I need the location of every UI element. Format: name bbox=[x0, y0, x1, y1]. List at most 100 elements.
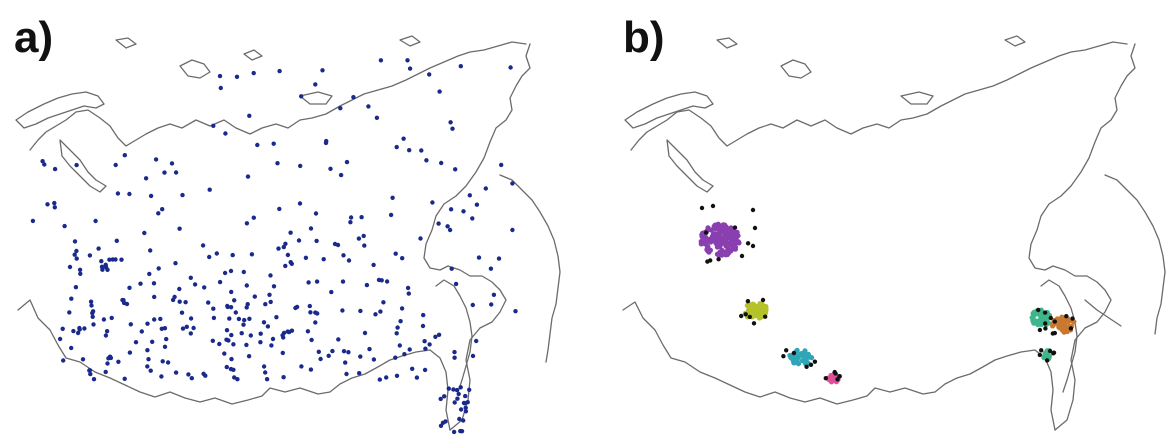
station-dot bbox=[91, 377, 97, 382]
station-dot bbox=[1050, 331, 1055, 336]
station-dot bbox=[513, 309, 518, 314]
station-dot bbox=[703, 230, 709, 235]
station-dot bbox=[367, 346, 372, 352]
coastline bbox=[622, 35, 1166, 431]
station-dot bbox=[274, 315, 279, 320]
cluster-point bbox=[1041, 355, 1047, 361]
station-dot bbox=[109, 315, 114, 321]
station-dot bbox=[82, 326, 87, 331]
station-dot bbox=[510, 227, 515, 233]
station-dot bbox=[103, 265, 109, 270]
station-dot bbox=[378, 309, 383, 314]
station-dot bbox=[80, 357, 86, 362]
coastline bbox=[15, 35, 561, 431]
station-dot bbox=[173, 170, 179, 175]
station-dot bbox=[264, 377, 270, 382]
station-dot bbox=[87, 368, 92, 373]
station-dot bbox=[453, 167, 458, 172]
station-dot bbox=[299, 364, 304, 369]
station-dot bbox=[398, 319, 403, 324]
station-dot bbox=[496, 256, 502, 261]
station-dot bbox=[470, 353, 476, 359]
cluster-point bbox=[731, 242, 737, 248]
station-dot bbox=[458, 407, 464, 412]
station-dot bbox=[745, 241, 751, 246]
station-dot bbox=[148, 368, 153, 373]
station-dot bbox=[211, 123, 216, 128]
station-dot bbox=[459, 429, 465, 434]
station-dot bbox=[40, 159, 45, 164]
station-dot bbox=[395, 325, 400, 330]
station-dot bbox=[217, 341, 222, 347]
station-dot bbox=[269, 343, 274, 348]
station-dot bbox=[1043, 326, 1048, 331]
station-dot bbox=[394, 144, 399, 150]
station-dot bbox=[245, 174, 251, 179]
station-dot bbox=[52, 205, 57, 210]
station-dot bbox=[280, 350, 285, 356]
station-dot bbox=[461, 209, 466, 214]
station-dot bbox=[173, 370, 179, 375]
station-dot bbox=[335, 242, 341, 248]
station-dot bbox=[750, 243, 756, 249]
station-dot bbox=[211, 315, 217, 321]
station-dot bbox=[67, 264, 73, 270]
station-dot bbox=[244, 283, 249, 288]
station-dot bbox=[366, 104, 371, 109]
station-dot bbox=[277, 206, 282, 212]
station-dot bbox=[467, 193, 472, 198]
station-dot bbox=[710, 203, 716, 209]
station-dot bbox=[378, 58, 384, 63]
station-dot bbox=[306, 280, 311, 285]
station-dot bbox=[750, 207, 756, 213]
station-dot bbox=[52, 200, 57, 206]
station-dot bbox=[62, 223, 67, 229]
station-dot bbox=[321, 257, 326, 262]
station-dot bbox=[328, 166, 333, 171]
map-a bbox=[15, 35, 561, 435]
station-dot bbox=[244, 342, 249, 348]
cluster-point bbox=[715, 221, 721, 227]
station-dot bbox=[228, 305, 234, 310]
station-dot bbox=[348, 215, 354, 220]
station-dot bbox=[476, 255, 482, 260]
station-dot bbox=[162, 326, 168, 331]
cluster-point bbox=[794, 347, 800, 353]
station-dot bbox=[338, 172, 344, 178]
station-dot bbox=[739, 313, 744, 319]
station-dot bbox=[133, 340, 139, 345]
station-dot bbox=[277, 68, 282, 74]
station-dot bbox=[251, 70, 256, 76]
station-dot bbox=[169, 161, 175, 166]
station-dot bbox=[191, 325, 196, 331]
station-dot bbox=[61, 358, 66, 363]
cluster-point bbox=[1059, 314, 1065, 320]
station-dot bbox=[186, 372, 191, 377]
station-dot bbox=[433, 334, 438, 339]
station-dot bbox=[329, 289, 334, 295]
station-dot bbox=[336, 337, 341, 342]
station-dot bbox=[222, 270, 228, 276]
station-dot bbox=[74, 256, 79, 261]
station-dot bbox=[192, 282, 198, 287]
station-dot bbox=[116, 359, 121, 364]
station-dot bbox=[760, 297, 766, 303]
station-dot bbox=[1070, 316, 1075, 321]
station-dot bbox=[344, 371, 349, 377]
station-dot bbox=[454, 387, 460, 393]
station-dot bbox=[156, 211, 161, 216]
station-dot bbox=[210, 338, 215, 343]
station-dot bbox=[427, 342, 432, 347]
station-dot bbox=[424, 158, 429, 163]
station-dot bbox=[150, 339, 155, 344]
station-dot bbox=[474, 338, 479, 344]
station-dot bbox=[60, 326, 65, 331]
station-dot bbox=[107, 354, 113, 359]
station-dot bbox=[222, 351, 227, 356]
station-dot bbox=[732, 225, 738, 230]
station-dot bbox=[705, 259, 710, 264]
cluster-point bbox=[795, 354, 801, 360]
station-dot bbox=[177, 226, 182, 231]
station-dot bbox=[251, 215, 256, 220]
station-dot bbox=[244, 305, 249, 310]
